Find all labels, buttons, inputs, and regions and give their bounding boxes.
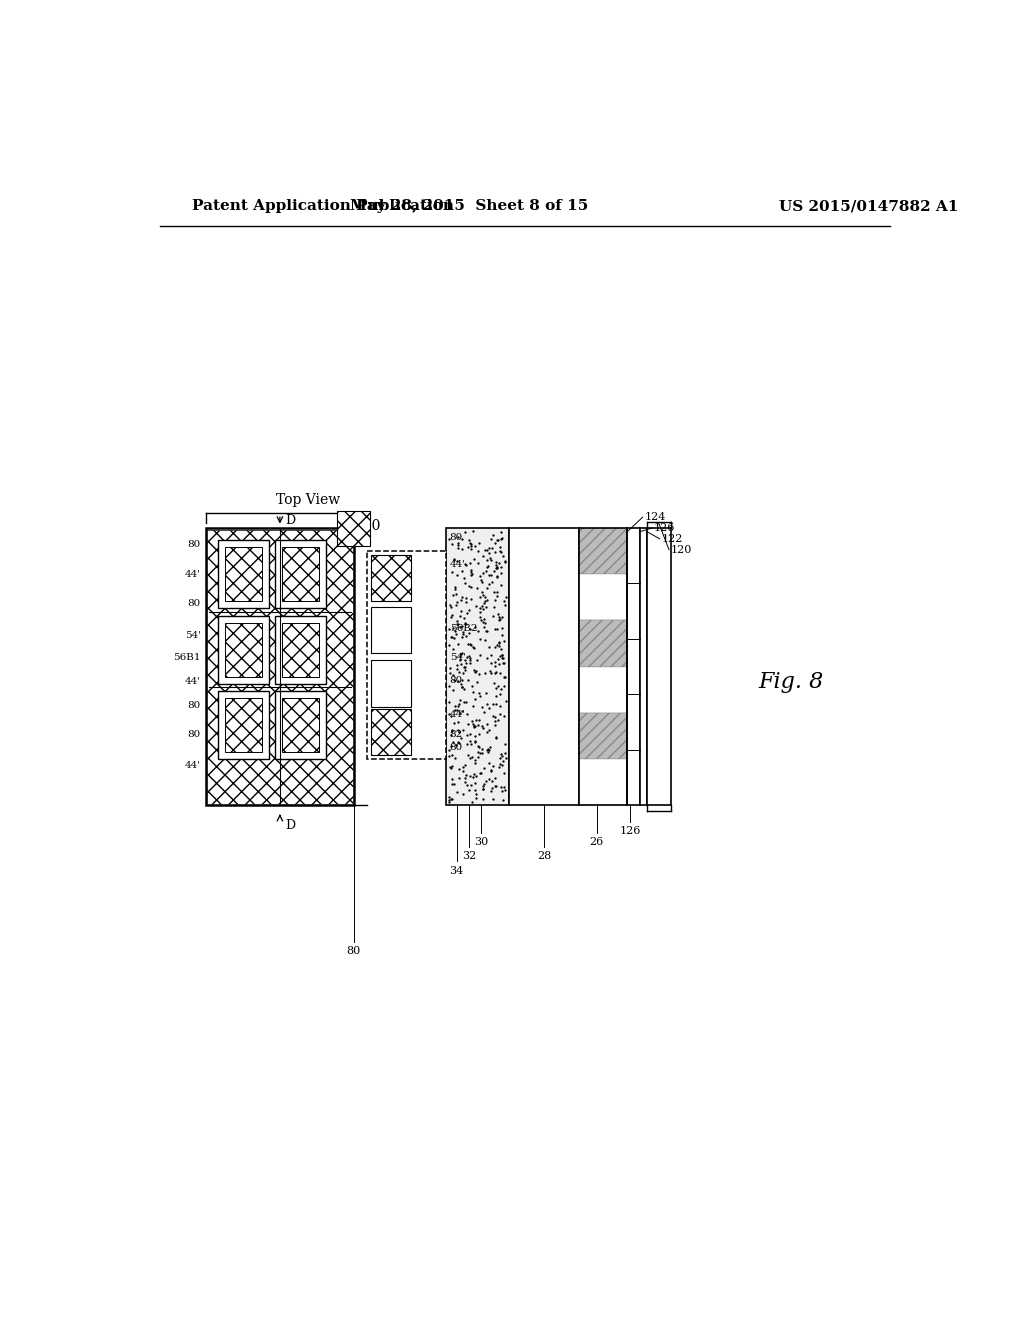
Text: 44': 44' [185,760,201,770]
Bar [579,528,627,574]
Bar [225,698,262,752]
Bar [579,667,627,713]
Text: 80: 80 [450,676,463,685]
Text: 100: 100 [354,520,381,533]
Text: 54': 54' [185,631,201,640]
Text: 82: 82 [450,730,463,739]
Bar [206,528,354,805]
Text: 124: 124 [644,512,666,523]
Bar [218,615,269,684]
Text: D: D [286,513,296,527]
Bar [509,528,579,805]
Bar [445,528,509,805]
Bar [371,709,411,755]
Bar [275,540,327,609]
Text: 80: 80 [187,540,201,549]
Text: 80: 80 [450,533,463,541]
Bar [371,660,411,706]
Bar [283,698,319,752]
Text: 44': 44' [185,570,201,578]
Text: Patent Application Publication: Patent Application Publication [191,199,454,213]
Bar [579,759,627,805]
Text: 44': 44' [185,677,201,686]
Text: 30: 30 [474,837,488,847]
Text: 56B1: 56B1 [173,653,201,661]
Text: May 28, 2015  Sheet 8 of 15: May 28, 2015 Sheet 8 of 15 [350,199,588,213]
Bar [218,692,269,759]
Bar [218,540,269,609]
Bar [371,607,411,653]
Text: 120: 120 [671,545,692,554]
Bar [579,574,627,620]
Bar [579,713,627,759]
Text: 122: 122 [662,533,683,544]
Text: 54': 54' [450,653,466,661]
Text: 28: 28 [537,851,551,861]
Bar [337,511,370,546]
Text: 80: 80 [187,599,201,609]
Bar [579,528,627,805]
Text: 32: 32 [462,851,476,861]
Bar [275,692,327,759]
Text: 44': 44' [450,561,466,569]
Text: Fig. 8: Fig. 8 [758,671,823,693]
Bar [225,623,262,677]
Text: 126: 126 [653,523,675,533]
Bar [579,620,627,667]
Text: 80: 80 [450,743,463,752]
Bar [367,552,445,759]
Bar [275,615,327,684]
Text: 44': 44' [450,710,466,719]
Bar [627,528,640,805]
Bar [283,548,319,601]
Text: 26: 26 [590,837,604,847]
Text: 56B2: 56B2 [450,623,477,632]
Bar [371,554,411,601]
Text: 80: 80 [187,701,201,710]
Bar [207,529,352,804]
Text: 34: 34 [450,866,464,875]
Text: D: D [286,818,296,832]
Text: US 2015/0147882 A1: US 2015/0147882 A1 [779,199,958,213]
Bar [640,528,647,805]
Text: 126: 126 [620,826,641,837]
Bar [647,528,671,805]
Text: 80: 80 [346,946,360,957]
Text: 80: 80 [187,730,201,739]
Bar [225,548,262,601]
Text: Top View: Top View [275,494,340,507]
Bar [283,623,319,677]
